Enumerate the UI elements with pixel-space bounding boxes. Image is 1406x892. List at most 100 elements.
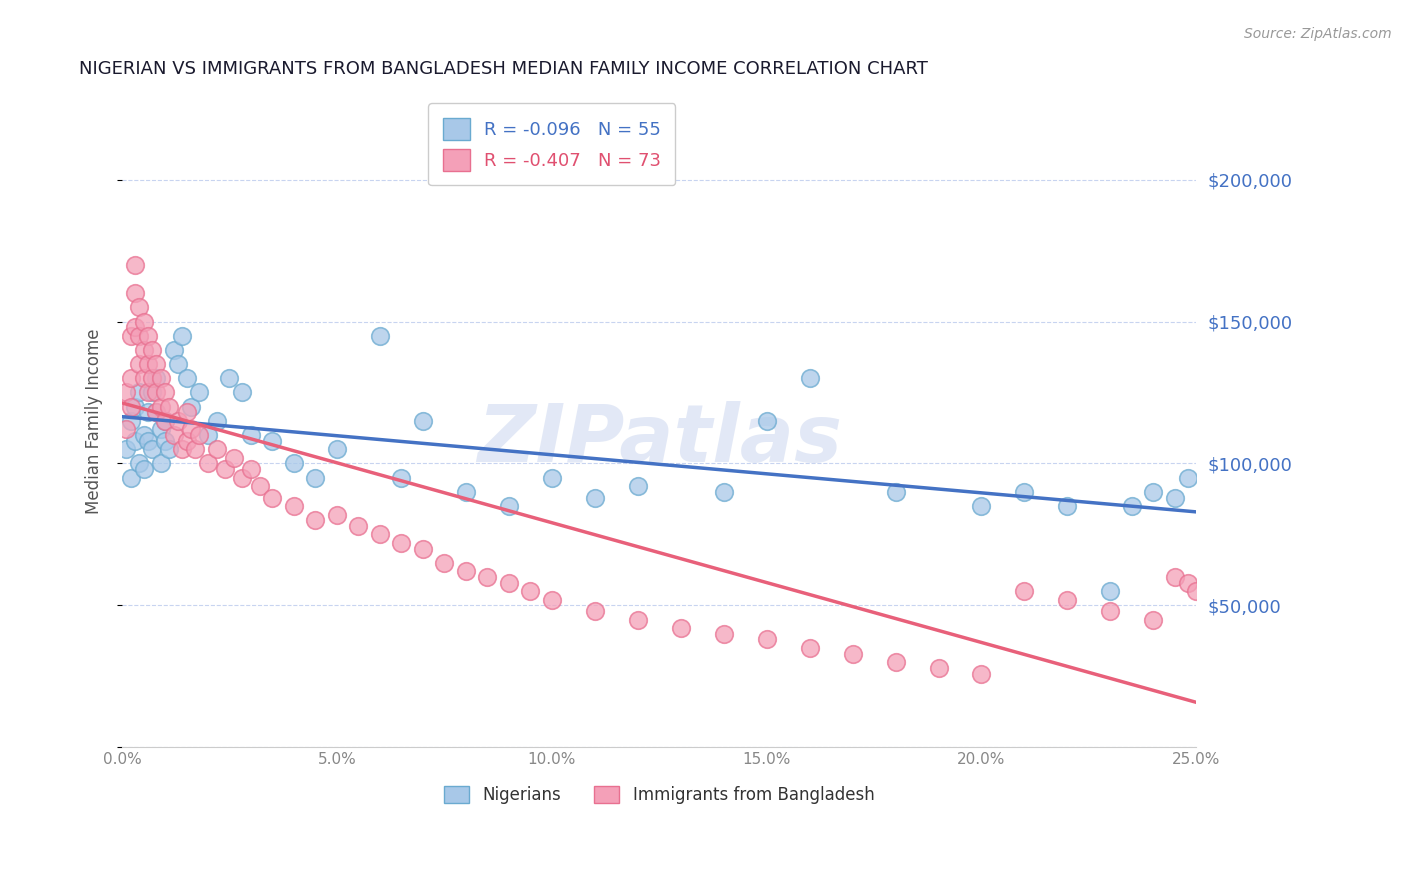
- Point: [141, 371, 163, 385]
- Point: [115, 422, 138, 436]
- Point: [755, 414, 778, 428]
- Point: [124, 434, 146, 448]
- Point: [132, 314, 155, 328]
- Point: [162, 343, 184, 357]
- Point: [713, 627, 735, 641]
- Point: [540, 592, 562, 607]
- Point: [477, 570, 499, 584]
- Point: [1099, 604, 1122, 618]
- Point: [145, 357, 167, 371]
- Point: [205, 414, 228, 428]
- Point: [115, 385, 138, 400]
- Point: [214, 462, 236, 476]
- Point: [231, 385, 253, 400]
- Point: [389, 536, 412, 550]
- Point: [249, 479, 271, 493]
- Point: [128, 457, 150, 471]
- Point: [1056, 499, 1078, 513]
- Point: [124, 258, 146, 272]
- Point: [326, 442, 349, 457]
- Point: [1142, 613, 1164, 627]
- Point: [149, 371, 172, 385]
- Point: [262, 491, 284, 505]
- Point: [841, 647, 863, 661]
- Point: [368, 328, 391, 343]
- Point: [498, 499, 520, 513]
- Point: [153, 414, 176, 428]
- Point: [1177, 575, 1199, 590]
- Point: [884, 655, 907, 669]
- Point: [1164, 570, 1187, 584]
- Point: [218, 371, 240, 385]
- Point: [304, 470, 326, 484]
- Point: [389, 470, 412, 484]
- Point: [132, 371, 155, 385]
- Point: [283, 457, 305, 471]
- Point: [128, 385, 150, 400]
- Point: [519, 584, 541, 599]
- Point: [128, 357, 150, 371]
- Point: [1099, 584, 1122, 599]
- Point: [162, 428, 184, 442]
- Point: [145, 405, 167, 419]
- Point: [239, 428, 262, 442]
- Point: [128, 301, 150, 315]
- Point: [583, 604, 606, 618]
- Point: [180, 400, 202, 414]
- Text: NIGERIAN VS IMMIGRANTS FROM BANGLADESH MEDIAN FAMILY INCOME CORRELATION CHART: NIGERIAN VS IMMIGRANTS FROM BANGLADESH M…: [79, 60, 928, 78]
- Point: [412, 414, 434, 428]
- Point: [149, 400, 172, 414]
- Point: [368, 527, 391, 541]
- Point: [627, 613, 650, 627]
- Point: [326, 508, 349, 522]
- Point: [136, 434, 159, 448]
- Point: [498, 575, 520, 590]
- Point: [669, 621, 692, 635]
- Point: [141, 385, 163, 400]
- Point: [583, 491, 606, 505]
- Point: [115, 442, 138, 457]
- Legend: Nigerians, Immigrants from Bangladesh: Nigerians, Immigrants from Bangladesh: [437, 780, 882, 811]
- Point: [149, 422, 172, 436]
- Text: Source: ZipAtlas.com: Source: ZipAtlas.com: [1244, 27, 1392, 41]
- Point: [347, 519, 370, 533]
- Point: [184, 442, 207, 457]
- Point: [454, 484, 477, 499]
- Point: [145, 371, 167, 385]
- Point: [176, 371, 198, 385]
- Point: [176, 434, 198, 448]
- Point: [799, 640, 821, 655]
- Point: [120, 470, 142, 484]
- Point: [128, 328, 150, 343]
- Point: [172, 328, 194, 343]
- Point: [167, 414, 190, 428]
- Point: [1185, 584, 1208, 599]
- Point: [283, 499, 305, 513]
- Y-axis label: Median Family Income: Median Family Income: [86, 328, 103, 514]
- Point: [928, 661, 950, 675]
- Point: [1164, 491, 1187, 505]
- Point: [1142, 484, 1164, 499]
- Text: ZIPatlas: ZIPatlas: [477, 401, 842, 480]
- Point: [433, 556, 456, 570]
- Point: [132, 462, 155, 476]
- Point: [124, 286, 146, 301]
- Point: [188, 428, 211, 442]
- Point: [205, 442, 228, 457]
- Point: [755, 632, 778, 647]
- Point: [222, 450, 245, 465]
- Point: [197, 428, 219, 442]
- Point: [304, 513, 326, 527]
- Point: [540, 470, 562, 484]
- Point: [412, 541, 434, 556]
- Point: [239, 462, 262, 476]
- Point: [167, 357, 190, 371]
- Point: [884, 484, 907, 499]
- Point: [136, 328, 159, 343]
- Point: [132, 428, 155, 442]
- Point: [136, 357, 159, 371]
- Point: [188, 385, 211, 400]
- Point: [120, 400, 142, 414]
- Point: [454, 565, 477, 579]
- Point: [157, 442, 180, 457]
